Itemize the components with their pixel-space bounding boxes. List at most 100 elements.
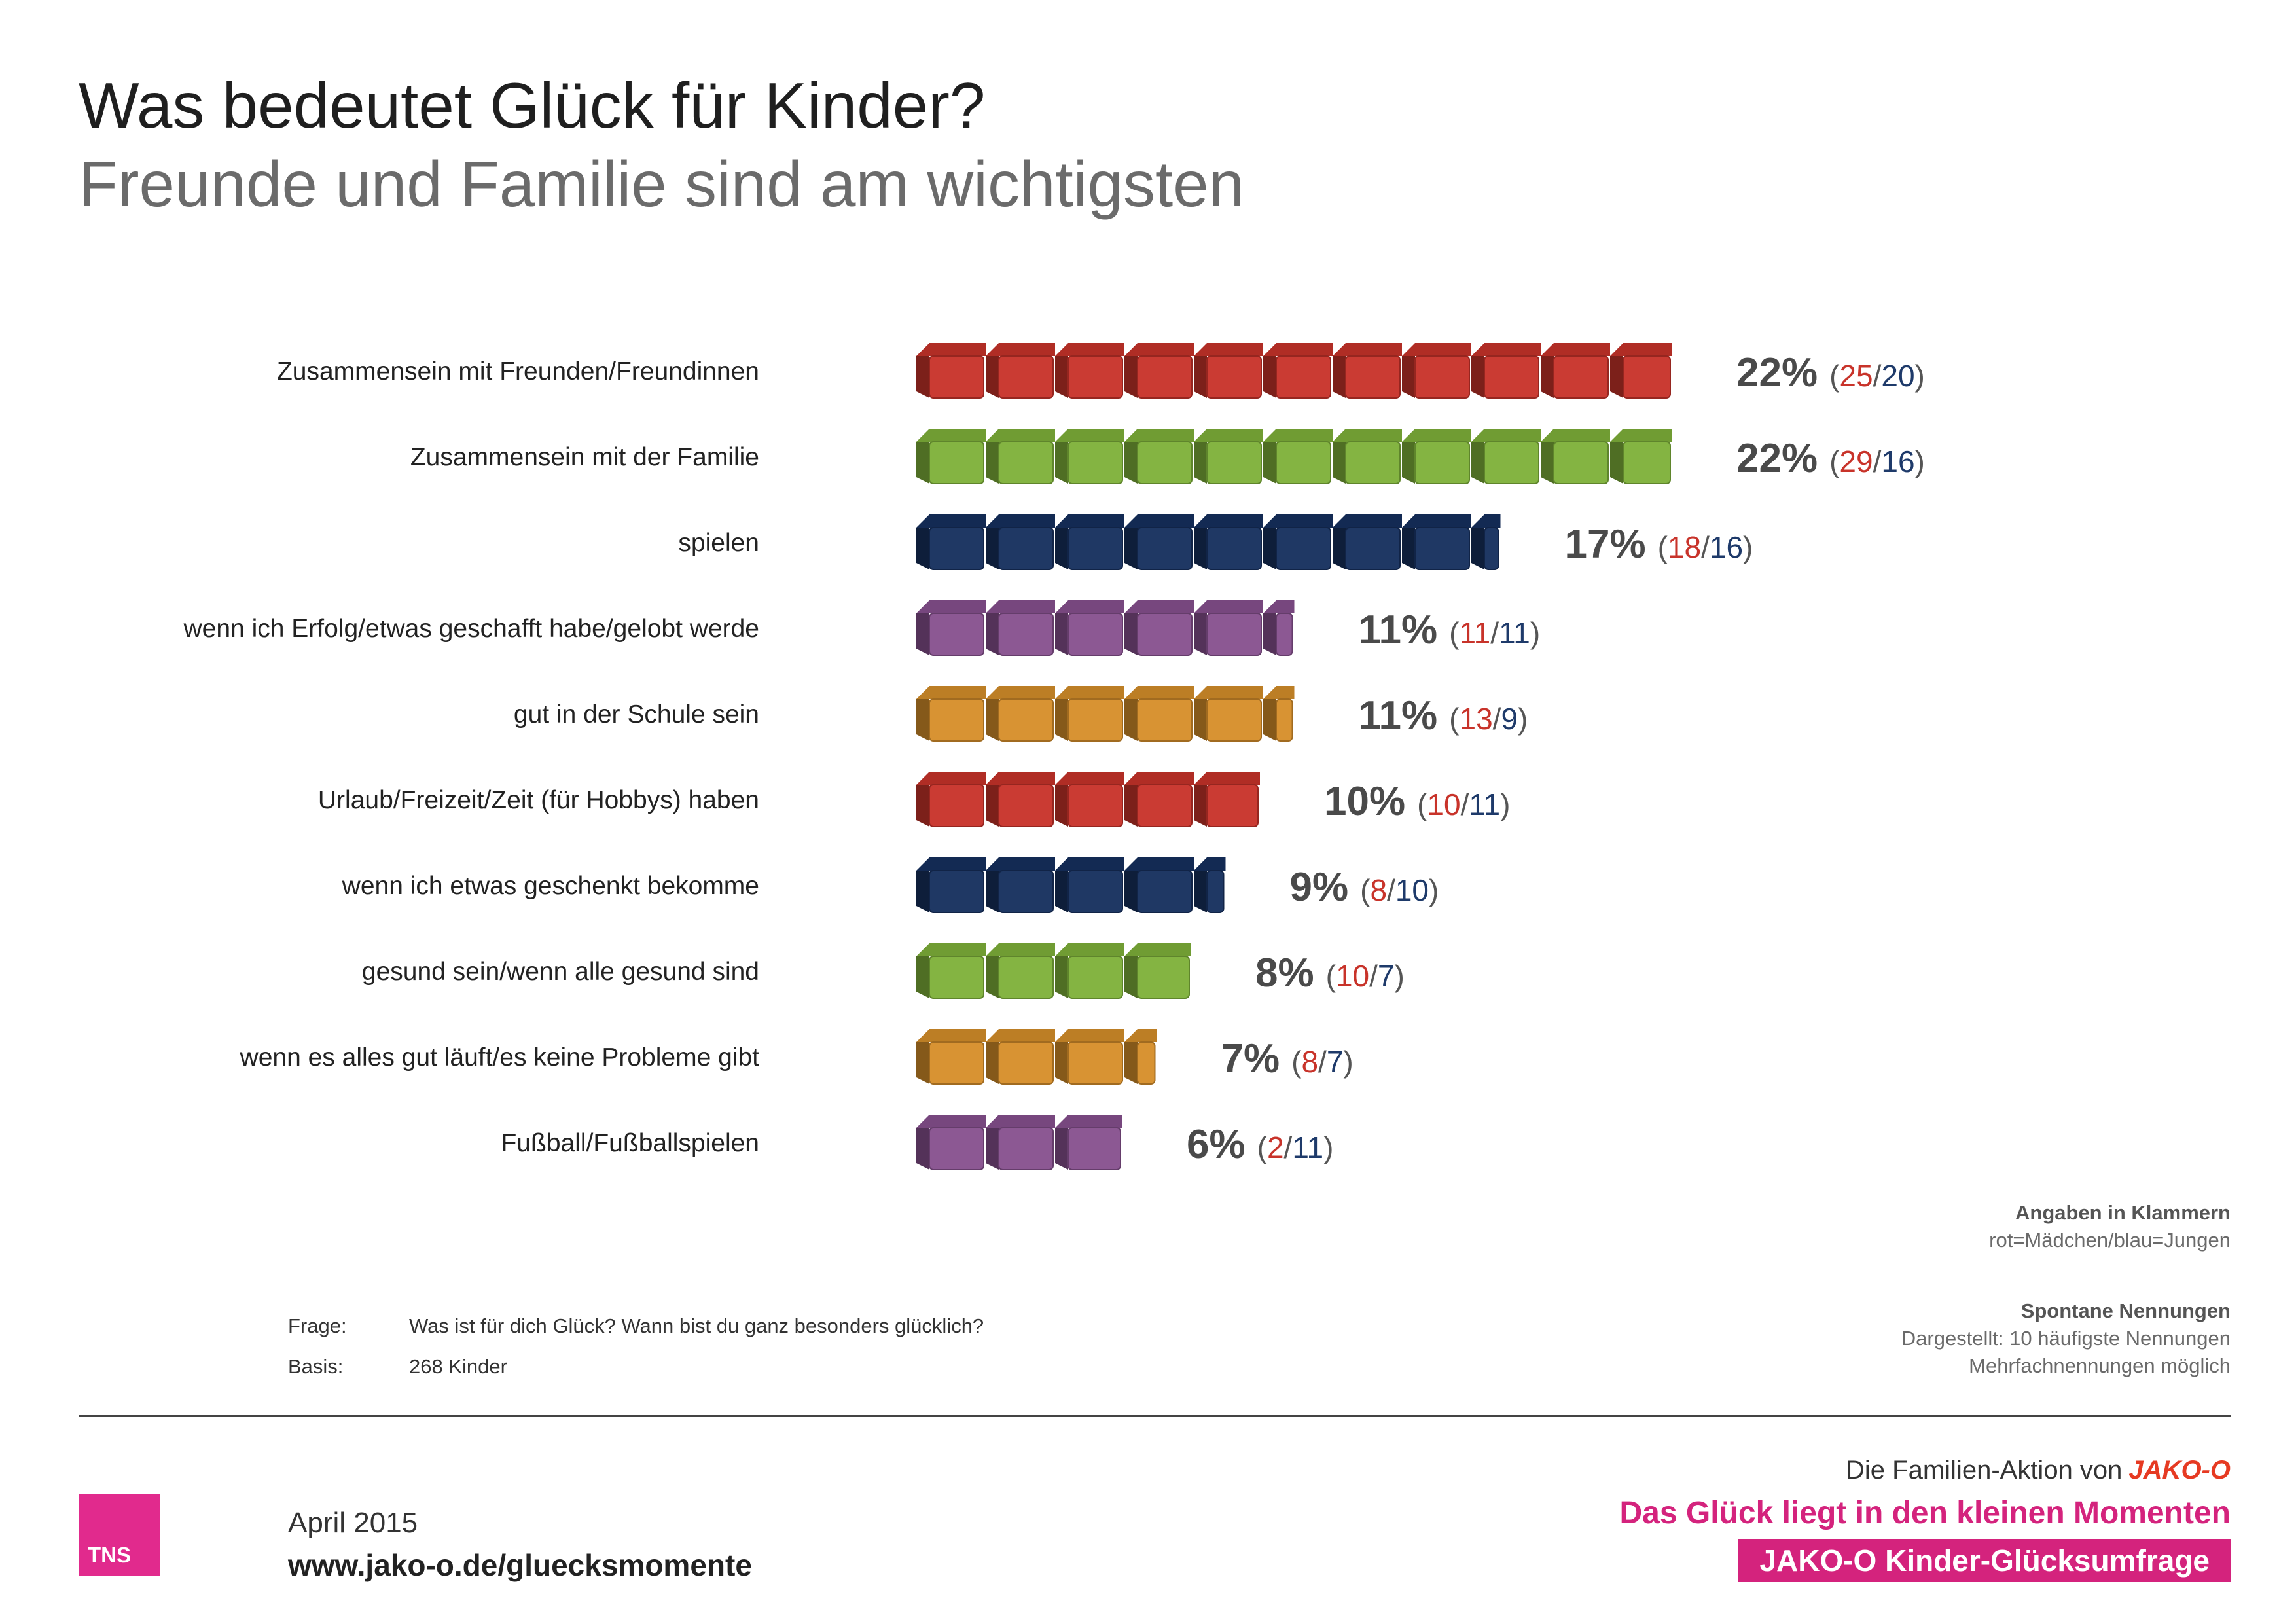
bar-cube	[1194, 514, 1263, 570]
paren-open: (	[1829, 444, 1840, 478]
bar-cube	[986, 1029, 1055, 1085]
bar-cube	[1055, 686, 1124, 742]
percent-value: 9%	[1290, 865, 1349, 910]
bar-cube	[986, 429, 1055, 484]
value-label: 8% (10/7)	[1255, 950, 1405, 996]
bar	[916, 772, 1260, 827]
split-slash: /	[1873, 359, 1882, 393]
girls-value: 11	[1460, 616, 1491, 650]
campaign-slogan: Das Glück liegt in den kleinen Momenten	[1619, 1496, 2231, 1530]
family-campaign-text: Die Familien-Aktion von	[1846, 1456, 2123, 1485]
bar-cube	[1541, 343, 1610, 399]
percent-value: 11%	[1359, 693, 1438, 738]
question-label: Frage:	[288, 1314, 347, 1337]
bar-chart: Zusammensein mit Freunden/Freundinnen 22%…	[183, 343, 1925, 1170]
bar-cube	[1124, 943, 1191, 999]
percent-value: 22%	[1736, 350, 1818, 395]
bar-cube	[1471, 343, 1541, 399]
bar-cube	[916, 943, 986, 999]
bar	[916, 943, 1191, 999]
bar-cube	[1055, 1115, 1122, 1170]
bar-cube	[1124, 857, 1194, 913]
spontaneous-note-heading: Spontane Nennungen	[2020, 1299, 2231, 1322]
percent-value: 7%	[1221, 1036, 1280, 1081]
paren-open: (	[1291, 1045, 1302, 1079]
boys-value: 9	[1501, 702, 1518, 736]
value-label: 7% (8/7)	[1221, 1036, 1354, 1081]
bar-cube	[1263, 514, 1333, 570]
bar-cube	[916, 600, 986, 656]
value-label: 11% (13/9)	[1359, 693, 1528, 738]
bar-cube	[1055, 857, 1124, 913]
bar-cube	[1055, 429, 1124, 484]
girls-value: 10	[1336, 959, 1369, 993]
bar-cube	[1194, 600, 1263, 656]
question-text: Was ist für dich Glück? Wann bist du gan…	[409, 1314, 984, 1337]
category-label: wenn es alles gut läuft/es keine Problem…	[240, 1043, 760, 1072]
paren-open: (	[1417, 787, 1427, 821]
basis-text: 268 Kinder	[409, 1355, 507, 1378]
boys-value: 16	[1710, 530, 1743, 564]
percent-value: 8%	[1255, 950, 1314, 996]
bar-cube	[1194, 343, 1263, 399]
category-label: Zusammensein mit der Familie	[410, 443, 759, 471]
bar-cube	[1471, 514, 1501, 570]
bar-cube	[916, 1115, 986, 1170]
girls-value: 10	[1427, 787, 1460, 821]
paren-close: )	[1323, 1130, 1333, 1164]
value-label: 22% (29/16)	[1736, 436, 1925, 481]
bar-cube	[1402, 343, 1471, 399]
category-label: Fußball/Fußballspielen	[501, 1129, 759, 1157]
category-label: Urlaub/Freizeit/Zeit (für Hobbys) haben	[318, 786, 759, 814]
category-label: gesund sein/wenn alle gesund sind	[362, 958, 759, 986]
value-label: 22% (25/20)	[1736, 350, 1925, 395]
bar-cube	[916, 857, 986, 913]
paren-close: )	[1915, 444, 1925, 478]
category-label: gut in der Schule sein	[514, 700, 759, 729]
bar-cube	[1541, 429, 1610, 484]
bar-cube	[1124, 343, 1194, 399]
bar-cube	[1610, 429, 1672, 484]
category-label: wenn ich Erfolg/etwas geschafft habe/gel…	[183, 615, 760, 643]
category-label: wenn ich etwas geschenkt bekomme	[342, 872, 759, 900]
survey-banner: JAKO-O Kinder-Glücksumfrage	[1738, 1539, 2231, 1582]
campaign-url[interactable]: www.jako-o.de/gluecksmomente	[288, 1548, 752, 1582]
percent-value: 6%	[1187, 1122, 1246, 1167]
boys-value: 11	[1469, 787, 1500, 821]
paren-open: (	[1829, 359, 1840, 393]
bar-cube	[1055, 343, 1124, 399]
bar-cube	[1263, 429, 1333, 484]
bar-cube	[986, 514, 1055, 570]
girls-value: 8	[1370, 873, 1387, 907]
split-slash: /	[1461, 787, 1469, 821]
bar-cube	[1055, 772, 1124, 827]
value-label: 17% (18/16)	[1565, 522, 1753, 567]
percent-value: 11%	[1359, 607, 1438, 653]
paren-close: )	[1915, 359, 1925, 393]
bar-cube	[1263, 600, 1295, 656]
bar-cube	[986, 1115, 1055, 1170]
value-label: 10% (10/11)	[1324, 779, 1510, 824]
bar-cube	[1263, 686, 1295, 742]
brackets-note-text: rot=Mädchen/blau=Jungen	[1989, 1229, 2231, 1252]
bar-cube	[1055, 1029, 1124, 1085]
boys-value: 7	[1378, 959, 1395, 993]
value-label: 6% (2/11)	[1187, 1122, 1333, 1167]
bar-cube	[1402, 429, 1471, 484]
girls-value: 25	[1839, 359, 1873, 393]
bar-cube	[1124, 772, 1194, 827]
girls-value: 29	[1839, 444, 1873, 478]
tns-logo-text: TNS	[88, 1543, 131, 1567]
split-slash: /	[1493, 702, 1501, 736]
value-label: 9% (8/10)	[1290, 865, 1439, 910]
percent-value: 17%	[1565, 522, 1646, 567]
bar-cube	[1055, 514, 1124, 570]
girls-value: 13	[1460, 702, 1493, 736]
paren-close: )	[1743, 530, 1753, 564]
paren-open: (	[1449, 702, 1460, 736]
paren-open: (	[1658, 530, 1668, 564]
percent-value: 10%	[1324, 779, 1405, 824]
footer-divider	[79, 1415, 2231, 1417]
bar	[916, 429, 1672, 484]
paren-open: (	[1257, 1130, 1268, 1164]
